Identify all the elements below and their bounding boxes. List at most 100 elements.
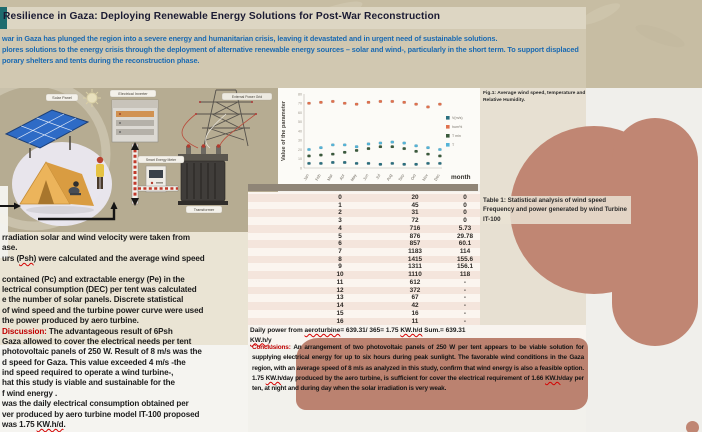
table-cell: 876 <box>409 232 421 240</box>
table-cell: 3 <box>338 217 342 225</box>
data-point <box>307 161 311 165</box>
tent-scene <box>12 142 112 226</box>
data-point <box>307 148 311 151</box>
chart-x-axis-label: month <box>451 174 471 181</box>
body-text-line: the power produced by aero turbine. <box>2 316 248 326</box>
x-tick-label: Jun <box>362 173 370 181</box>
x-tick-label: Mar <box>326 172 334 181</box>
text-segment: Psh <box>19 253 34 263</box>
person-sitting <box>68 181 81 196</box>
formula-line: KW.h/y <box>250 336 580 346</box>
body-text-line: contained (Pc) and extractable energy (P… <box>2 275 248 285</box>
table-row: 7 1183 114 <box>248 248 480 256</box>
text-segment: ind speed required to operate a wind tur… <box>2 368 174 378</box>
data-point <box>378 99 383 103</box>
abstract-line: war in Gaza has plunged the region into … <box>2 34 498 43</box>
y-tick-label: 70 <box>298 102 302 106</box>
table-cell: 1 <box>338 201 342 209</box>
body-text-line: f wind energy . <box>2 389 248 399</box>
data-point <box>390 161 395 165</box>
table-cell: - <box>463 278 467 286</box>
table-cell: 372 <box>409 286 421 294</box>
text-segment: Conclusions: <box>252 344 291 351</box>
data-point <box>354 149 359 152</box>
body-text-line: rradiation solar and wind velocity were … <box>2 233 248 243</box>
table-cell: 29.78 <box>457 232 473 240</box>
body-text-line: of wind speed and the turbine power curv… <box>2 306 248 316</box>
text-segment: was 1.75 <box>2 420 37 430</box>
x-tick-label: Dec <box>433 173 441 182</box>
table-cell: 16 <box>336 317 344 325</box>
data-point <box>319 153 323 157</box>
text-segment: An arrangement of two photovoltaic panel… <box>252 344 584 382</box>
text-segment: Sum.= 639.31 <box>422 327 466 334</box>
table-cell: - <box>463 309 467 317</box>
data-point <box>390 140 395 144</box>
body-text-line: Discussion: The advantageous result of 6… <box>2 327 248 337</box>
table-cell: 9 <box>338 263 342 271</box>
text-segment: of wind speed and the turbine power curv… <box>2 305 204 315</box>
table-row: 9 1311 156.1 <box>248 263 480 271</box>
table-cell: 1415 <box>407 255 423 263</box>
x-tick-label: Apr <box>338 172 346 180</box>
inverter-label: Electrical Inverter <box>118 92 148 96</box>
table-cell: 0 <box>463 217 467 225</box>
data-point <box>319 146 323 150</box>
table-cell: 612 <box>409 278 421 286</box>
legend-label: T <box>452 143 455 147</box>
data-point <box>354 145 359 149</box>
body-text-line: was 1.75 KW.h/d. <box>2 420 248 430</box>
text-segment: KW.h <box>265 374 282 382</box>
body-text-line: ver produced by aero turbine model IT-10… <box>2 410 248 420</box>
data-point <box>319 161 323 165</box>
legend-label: T min <box>452 134 461 138</box>
data-point <box>438 161 442 165</box>
data-point <box>438 102 442 106</box>
table-cell: 15 <box>336 309 344 317</box>
left-text-background <box>0 232 248 345</box>
text-segment: KW.h/d <box>36 420 64 430</box>
y-tick-label: 30 <box>298 139 302 143</box>
table-cell: 42 <box>411 302 419 310</box>
table-cell: 6 <box>338 240 342 248</box>
y-tick-label: 0 <box>300 166 302 170</box>
diagram-labels: Solar Panel Electrical Inverter External… <box>45 89 273 214</box>
data-point <box>342 161 347 164</box>
text-segment: Daily power from <box>250 327 305 334</box>
data-point <box>438 154 442 158</box>
logo-fragment <box>0 7 7 29</box>
table-cell: - <box>463 294 467 302</box>
body-text-line <box>2 264 248 274</box>
data-point <box>342 101 347 105</box>
data-point <box>414 102 418 106</box>
text-segment: contained (Pc) and extractable energy (P… <box>2 274 185 284</box>
table-cell: 0 <box>463 201 467 209</box>
table-row: 12 372 - <box>248 286 480 295</box>
table-row: 5 876 29.78 <box>248 233 480 241</box>
legend-swatch <box>446 116 450 120</box>
table-cell: 5 <box>338 232 342 240</box>
text-segment: urs ( <box>2 253 20 263</box>
data-point <box>402 100 406 104</box>
data-point <box>426 105 430 109</box>
system-diagram-illustration: Solar Panel Electrical Inverter External… <box>0 88 273 231</box>
left-text-background-lower <box>0 345 248 432</box>
table-cell: 72 <box>411 217 419 225</box>
person-standing <box>96 156 104 189</box>
table-row: 16 11 - <box>248 317 480 326</box>
legend-swatch <box>446 125 450 129</box>
solar-panel <box>4 109 90 158</box>
text-segment: ) were calculated and the average wind s… <box>33 253 205 263</box>
page-title: Resilience in Gaza: Deploying Renewable … <box>3 11 441 22</box>
y-tick-label: 80 <box>298 92 302 96</box>
table-cell: 156.1 <box>457 263 473 271</box>
table-cell: 1183 <box>408 248 422 256</box>
text-segment: /day per ten, at night and during day wh… <box>252 374 584 393</box>
table-row: 3 72 0 <box>248 217 480 225</box>
legend-swatch <box>446 134 450 138</box>
table-cell: 118 <box>459 271 471 279</box>
data-point <box>366 147 371 151</box>
y-tick-label: 40 <box>298 129 302 133</box>
table-cell: 13 <box>336 294 344 302</box>
